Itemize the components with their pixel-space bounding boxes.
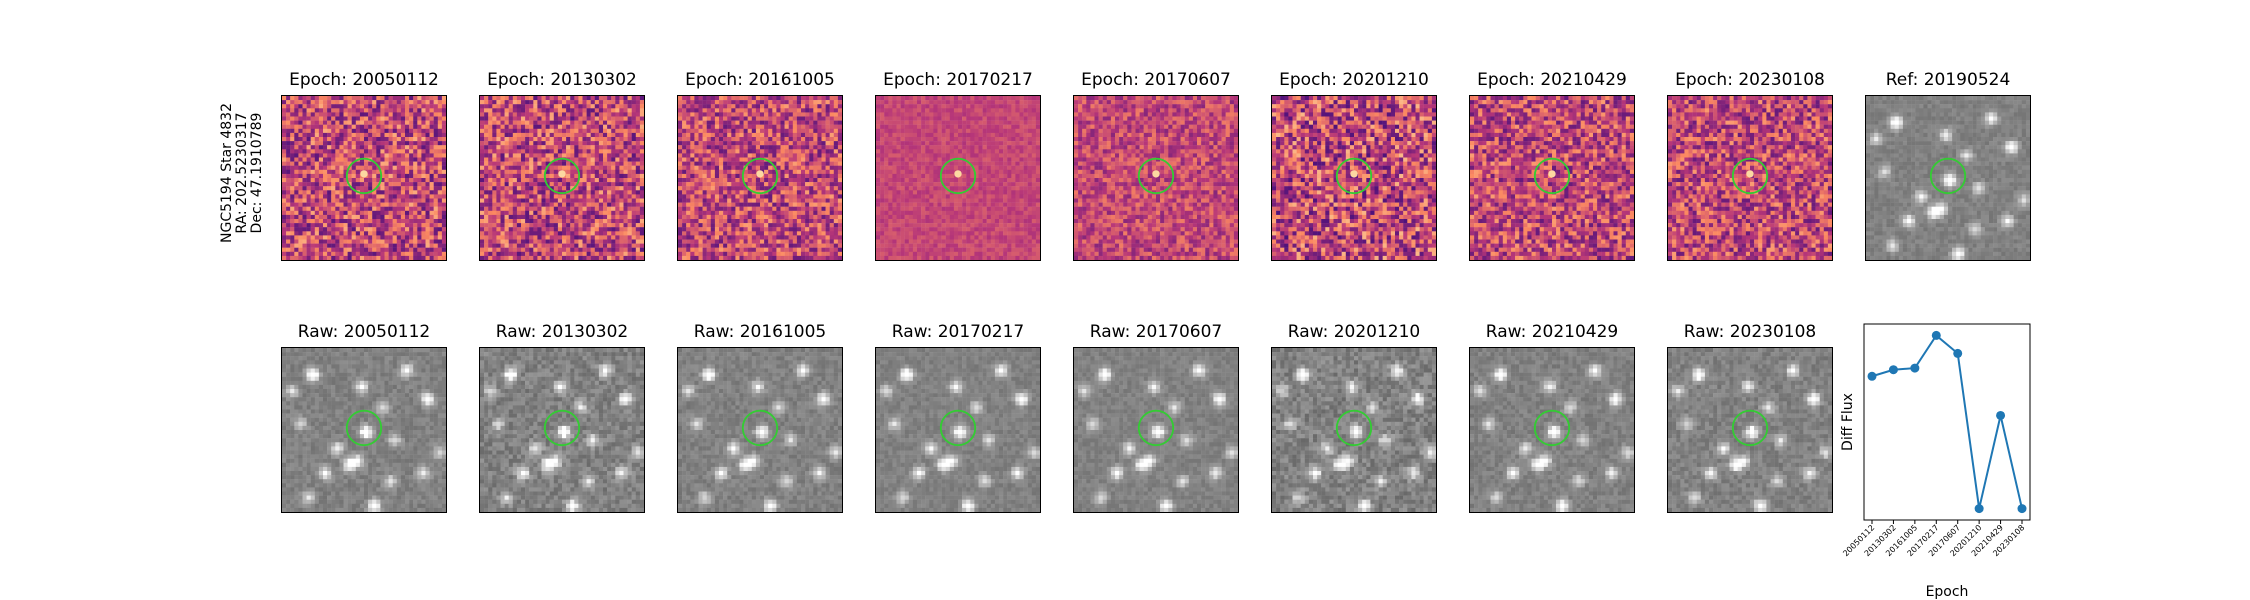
data-point-6: [1996, 410, 2006, 420]
x-axis-label: Epoch: [1926, 584, 1969, 600]
star-label: NGC5194 Star 4832 RA: 202.5230317 Dec: 4…: [214, 103, 274, 264]
star-ra: RA: 202.5230317: [234, 98, 250, 248]
diff-title-6: Epoch: 20210429: [1442, 70, 1662, 90]
raw-image-3: [875, 347, 1041, 513]
diff-title-5: Epoch: 20201210: [1244, 70, 1464, 90]
raw-image-4: [1073, 347, 1239, 513]
raw-image-2: [677, 347, 843, 513]
raw-image-0: [281, 347, 447, 513]
raw-title-3: Raw: 20170217: [848, 322, 1068, 342]
diff-image-1: [479, 95, 645, 261]
data-point-1: [1888, 365, 1898, 375]
star-dec: Dec: 47.1910789: [249, 98, 265, 248]
ref-title: Ref: 20190524: [1838, 70, 2058, 90]
raw-image-6: [1469, 347, 1635, 513]
diff-title-7: Epoch: 20230108: [1640, 70, 1860, 90]
diff-image-0: [281, 95, 447, 261]
diff-image-7: [1667, 95, 1833, 261]
diff-title-2: Epoch: 20161005: [650, 70, 870, 90]
diff-image-3: [875, 95, 1041, 261]
data-point-0: [1867, 371, 1877, 381]
ref-image: [1865, 95, 2031, 261]
raw-title-4: Raw: 20170607: [1046, 322, 1266, 342]
data-point-2: [1910, 363, 1920, 373]
diff-title-4: Epoch: 20170607: [1046, 70, 1266, 90]
raw-image-7: [1667, 347, 1833, 513]
diff-image-4: [1073, 95, 1239, 261]
chart-frame: [1863, 323, 2031, 521]
raw-title-5: Raw: 20201210: [1244, 322, 1464, 342]
diff-image-6: [1469, 95, 1635, 261]
series-line: [1871, 333, 2023, 509]
raw-title-1: Raw: 20130302: [452, 322, 672, 342]
raw-title-0: Raw: 20050112: [254, 322, 474, 342]
diff-image-5: [1271, 95, 1437, 261]
data-point-3: [1931, 330, 1941, 340]
y-axis-label: Diff Flux: [1840, 393, 1856, 451]
diff-title-1: Epoch: 20130302: [452, 70, 672, 90]
data-point-4: [1953, 348, 1963, 358]
data-point-7: [2017, 504, 2027, 514]
raw-title-2: Raw: 20161005: [650, 322, 870, 342]
diff-image-2: [677, 95, 843, 261]
raw-title-7: Raw: 20230108: [1640, 322, 1860, 342]
data-point-5: [1974, 504, 1984, 514]
raw-image-1: [479, 347, 645, 513]
raw-image-5: [1271, 347, 1437, 513]
raw-title-6: Raw: 20210429: [1442, 322, 1662, 342]
star-name: NGC5194 Star 4832: [219, 98, 235, 248]
diff-flux-chart: Diff Flux Epoch 200501122013030220161005…: [1840, 323, 2031, 600]
diff-title-3: Epoch: 20170217: [848, 70, 1068, 90]
diff-title-0: Epoch: 20050112: [254, 70, 474, 90]
